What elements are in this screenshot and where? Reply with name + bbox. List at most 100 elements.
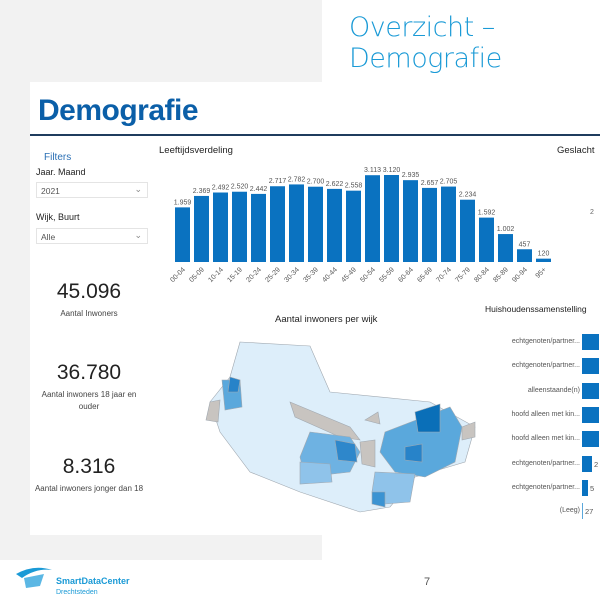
slide-title: Overzicht – Demografie: [349, 12, 502, 74]
map-region: [461, 421, 476, 441]
x-tick-label: 90-94: [511, 266, 529, 284]
bar-data-label: 2.369: [193, 188, 211, 195]
household-data-label: 27: [585, 507, 594, 516]
bar-data-label: 2.705: [440, 179, 458, 186]
x-tick-label: 70-74: [435, 266, 453, 284]
bar-data-label: 2.442: [250, 186, 268, 193]
household-bar[interactable]: [582, 334, 599, 350]
x-tick-label: 20-24: [245, 266, 263, 284]
bar-data-label: 1.592: [478, 210, 496, 217]
kpi-label: Aantal inwoners 18 jaar en ouder: [41, 390, 137, 411]
household-bar[interactable]: [582, 431, 599, 447]
chevron-down-icon: ⌄: [134, 184, 142, 194]
x-tick-label: 10-14: [207, 266, 225, 284]
bar-data-label: 3.120: [383, 167, 401, 174]
x-tick-label: 60-64: [397, 266, 415, 284]
x-tick-label: 45-49: [340, 266, 358, 284]
household-data-label: 2: [594, 460, 599, 469]
wijk-map[interactable]: [200, 332, 480, 517]
household-category-label: hoofd alleen met kin...: [511, 411, 581, 418]
x-tick-label: 95+: [535, 266, 548, 279]
jaar-maand-dropdown[interactable]: 2021 ⌄: [36, 182, 148, 198]
household-bar[interactable]: [582, 456, 592, 472]
age-bar[interactable]: [232, 191, 247, 262]
household-bar[interactable]: [582, 358, 599, 374]
dropdown-value: Alle: [41, 232, 56, 242]
wijk-buurt-dropdown[interactable]: Alle ⌄: [36, 228, 148, 244]
map-title: Aantal inwoners per wijk: [275, 314, 378, 325]
age-bar[interactable]: [346, 190, 361, 262]
x-tick-label: 25-29: [264, 266, 282, 284]
filters-heading: Filters: [44, 152, 72, 163]
bar-data-label: 2.558: [345, 183, 363, 190]
x-tick-label: 85-89: [492, 266, 510, 284]
age-bar[interactable]: [403, 180, 418, 262]
map-region: [379, 406, 463, 478]
logo-subtitle: Drechtsteden: [56, 589, 98, 596]
bar-data-label: 2.657: [421, 180, 439, 187]
x-tick-label: 50-54: [359, 266, 377, 284]
x-tick-label: 05-09: [188, 266, 206, 284]
background-panel: [0, 535, 322, 560]
household-bar[interactable]: [582, 383, 599, 399]
household-category-label: (Leeg): [559, 507, 580, 514]
x-tick-label: 00-04: [170, 266, 187, 284]
age-bar[interactable]: [460, 199, 475, 262]
dropdown-value: 2021: [41, 186, 60, 196]
age-bar[interactable]: [365, 175, 380, 262]
bar-data-label: 2.700: [307, 179, 325, 186]
household-chart-title: Huishoudenssamenstelling: [485, 304, 587, 314]
household-bar[interactable]: [582, 480, 588, 496]
household-category-label: hoofd alleen met kin...: [511, 435, 581, 442]
kpi-label: Aantal Inwoners: [60, 309, 118, 318]
bar-data-label: 2.935: [402, 172, 420, 179]
x-tick-label: 40-44: [321, 266, 339, 284]
bar-data-label: 2.622: [326, 181, 344, 188]
bar-data-label: 2.234: [459, 192, 477, 199]
bar-data-label: 1.002: [497, 226, 515, 233]
age-bar[interactable]: [422, 187, 437, 262]
age-bar[interactable]: [384, 175, 399, 262]
age-bar[interactable]: [479, 217, 494, 262]
household-category-label: echtgenoten/partner...: [511, 338, 580, 345]
household-category-label: echtgenoten/partner...: [511, 460, 580, 467]
bar-data-label: 2.492: [212, 185, 230, 192]
age-bar[interactable]: [175, 207, 190, 262]
x-tick-label: 35-39: [302, 266, 320, 284]
dashboard-title: Demografie: [38, 94, 199, 127]
map-region: [364, 411, 381, 425]
age-bar[interactable]: [194, 195, 209, 262]
bar-data-label: 2.782: [288, 176, 306, 183]
age-bar[interactable]: [251, 193, 266, 262]
age-bar[interactable]: [270, 186, 285, 262]
age-distribution-chart: 1.959 00-04 2.369 05-09 2.492 10-14 2.520 15-19…: [170, 167, 551, 284]
household-bar[interactable]: [582, 407, 599, 423]
household-category-label: echtgenoten/partner...: [511, 484, 580, 491]
age-bar[interactable]: [213, 192, 228, 262]
gender-chart-title: Geslacht: [557, 145, 595, 156]
map-region: [414, 403, 441, 433]
age-bar[interactable]: [536, 258, 551, 262]
map-region: [371, 491, 386, 508]
age-bar[interactable]: [327, 188, 342, 262]
bar-data-label: 2.717: [269, 178, 287, 185]
chevron-down-icon: ⌄: [134, 230, 142, 240]
age-bar[interactable]: [498, 234, 513, 262]
page-number: 7: [424, 576, 431, 588]
x-tick-label: 80-84: [473, 266, 491, 284]
logo-name: SmartDataCenter: [56, 576, 130, 586]
map-region: [404, 443, 423, 463]
age-bar[interactable]: [289, 184, 304, 262]
age-bar[interactable]: [517, 249, 532, 262]
map-region: [205, 399, 221, 423]
background-panel: [0, 82, 30, 560]
household-category-label: alleenstaande(n): [527, 387, 580, 394]
kpi-card: 8.316 Aantal inwoners jonger dan 18: [30, 455, 148, 495]
bar-data-label: 1.959: [174, 199, 192, 206]
age-bar[interactable]: [441, 186, 456, 262]
x-tick-label: 30-34: [283, 266, 301, 284]
household-bar[interactable]: [582, 503, 583, 519]
map-region: [359, 439, 376, 468]
kpi-label: Aantal inwoners jonger dan 18: [34, 484, 144, 493]
age-bar[interactable]: [308, 186, 323, 262]
